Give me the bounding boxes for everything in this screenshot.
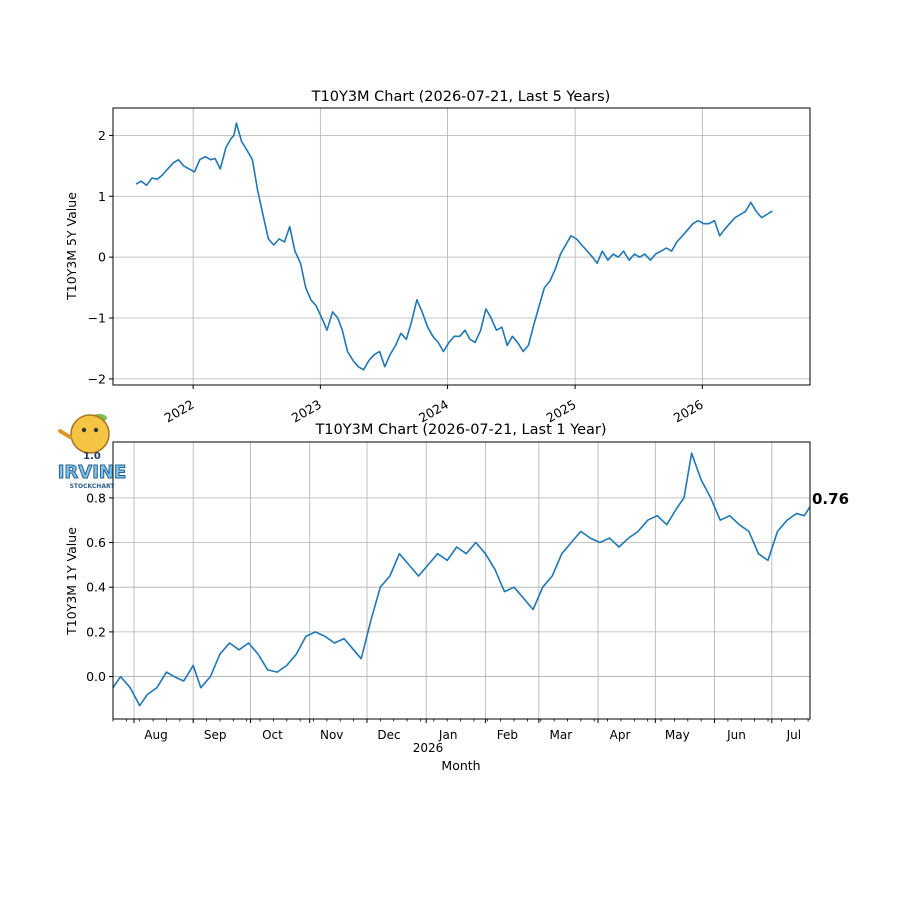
x-tick-label: Mar — [550, 728, 573, 742]
logo-text-main: IRVINE — [58, 462, 127, 483]
y-ticks: 0.0 0.2 0.4 0.6 0.8 — [86, 490, 113, 684]
x-tick-year-label: 2026 — [413, 741, 444, 755]
y-tick-label: 0.6 — [86, 535, 106, 550]
y-tick-label: 0.4 — [86, 580, 106, 595]
x-tick-label: Aug — [144, 728, 167, 742]
y-tick-label: 1 — [98, 189, 106, 204]
y-tick-label: −2 — [88, 371, 106, 386]
logo-text-sub: STOCKCHART — [70, 483, 116, 490]
chart-1y: T10Y3M Chart (2026-07-21, Last 1 Year) 0… — [64, 422, 849, 773]
x-tick-label: Sep — [204, 728, 227, 742]
logo-version: 1.0 — [83, 451, 101, 462]
plot-frame — [112, 107, 811, 386]
mascot-face-icon — [70, 414, 110, 454]
x-tick-label: Jun — [726, 728, 746, 742]
y-tick-label: 0.0 — [86, 669, 106, 684]
x-tick-label: Jan — [438, 728, 458, 742]
series-line — [135, 122, 773, 371]
y-tick-label: 2 — [98, 128, 106, 143]
x-ticks: Aug Sep Oct Nov Dec Jan Feb Mar Apr May Jun Jul — [112, 719, 809, 742]
x-tick-label: Apr — [610, 728, 631, 742]
mascot-nose-icon — [58, 429, 72, 439]
last-value-label: 0.76 — [812, 490, 849, 508]
irvine-stockchart-logo: 1.0 IRVINE STOCKCHART — [57, 414, 127, 490]
x-tick-label: Oct — [262, 728, 283, 742]
y-axis-label: T10Y3M 5Y Value — [64, 192, 79, 301]
x-tick-label: May — [665, 728, 690, 742]
y-tick-label: 0.8 — [86, 490, 106, 505]
chart-title: T10Y3M Chart (2026-07-21, Last 1 Year) — [314, 422, 606, 438]
y-ticks: −2 −1 0 1 2 — [88, 128, 113, 386]
series-line — [112, 452, 811, 707]
x-axis-label: Month — [441, 758, 480, 773]
x-tick-label: Feb — [497, 728, 518, 742]
chart-title: T10Y3M Chart (2026-07-21, Last 5 Years) — [311, 89, 611, 105]
grid-lines — [113, 442, 810, 719]
x-tick-label: Nov — [320, 728, 343, 742]
y-tick-label: −1 — [88, 311, 106, 326]
y-axis-label: T10Y3M 1Y Value — [64, 527, 79, 636]
x-tick-label: Jul — [786, 728, 801, 742]
grid-lines — [113, 108, 810, 385]
plot-frame — [112, 441, 811, 720]
y-tick-label: 0 — [98, 250, 106, 265]
chart-5y: T10Y3M Chart (2026-07-21, Last 5 Years) … — [64, 89, 811, 426]
x-tick-label: Dec — [377, 728, 400, 742]
y-tick-label: 0.2 — [86, 624, 106, 639]
